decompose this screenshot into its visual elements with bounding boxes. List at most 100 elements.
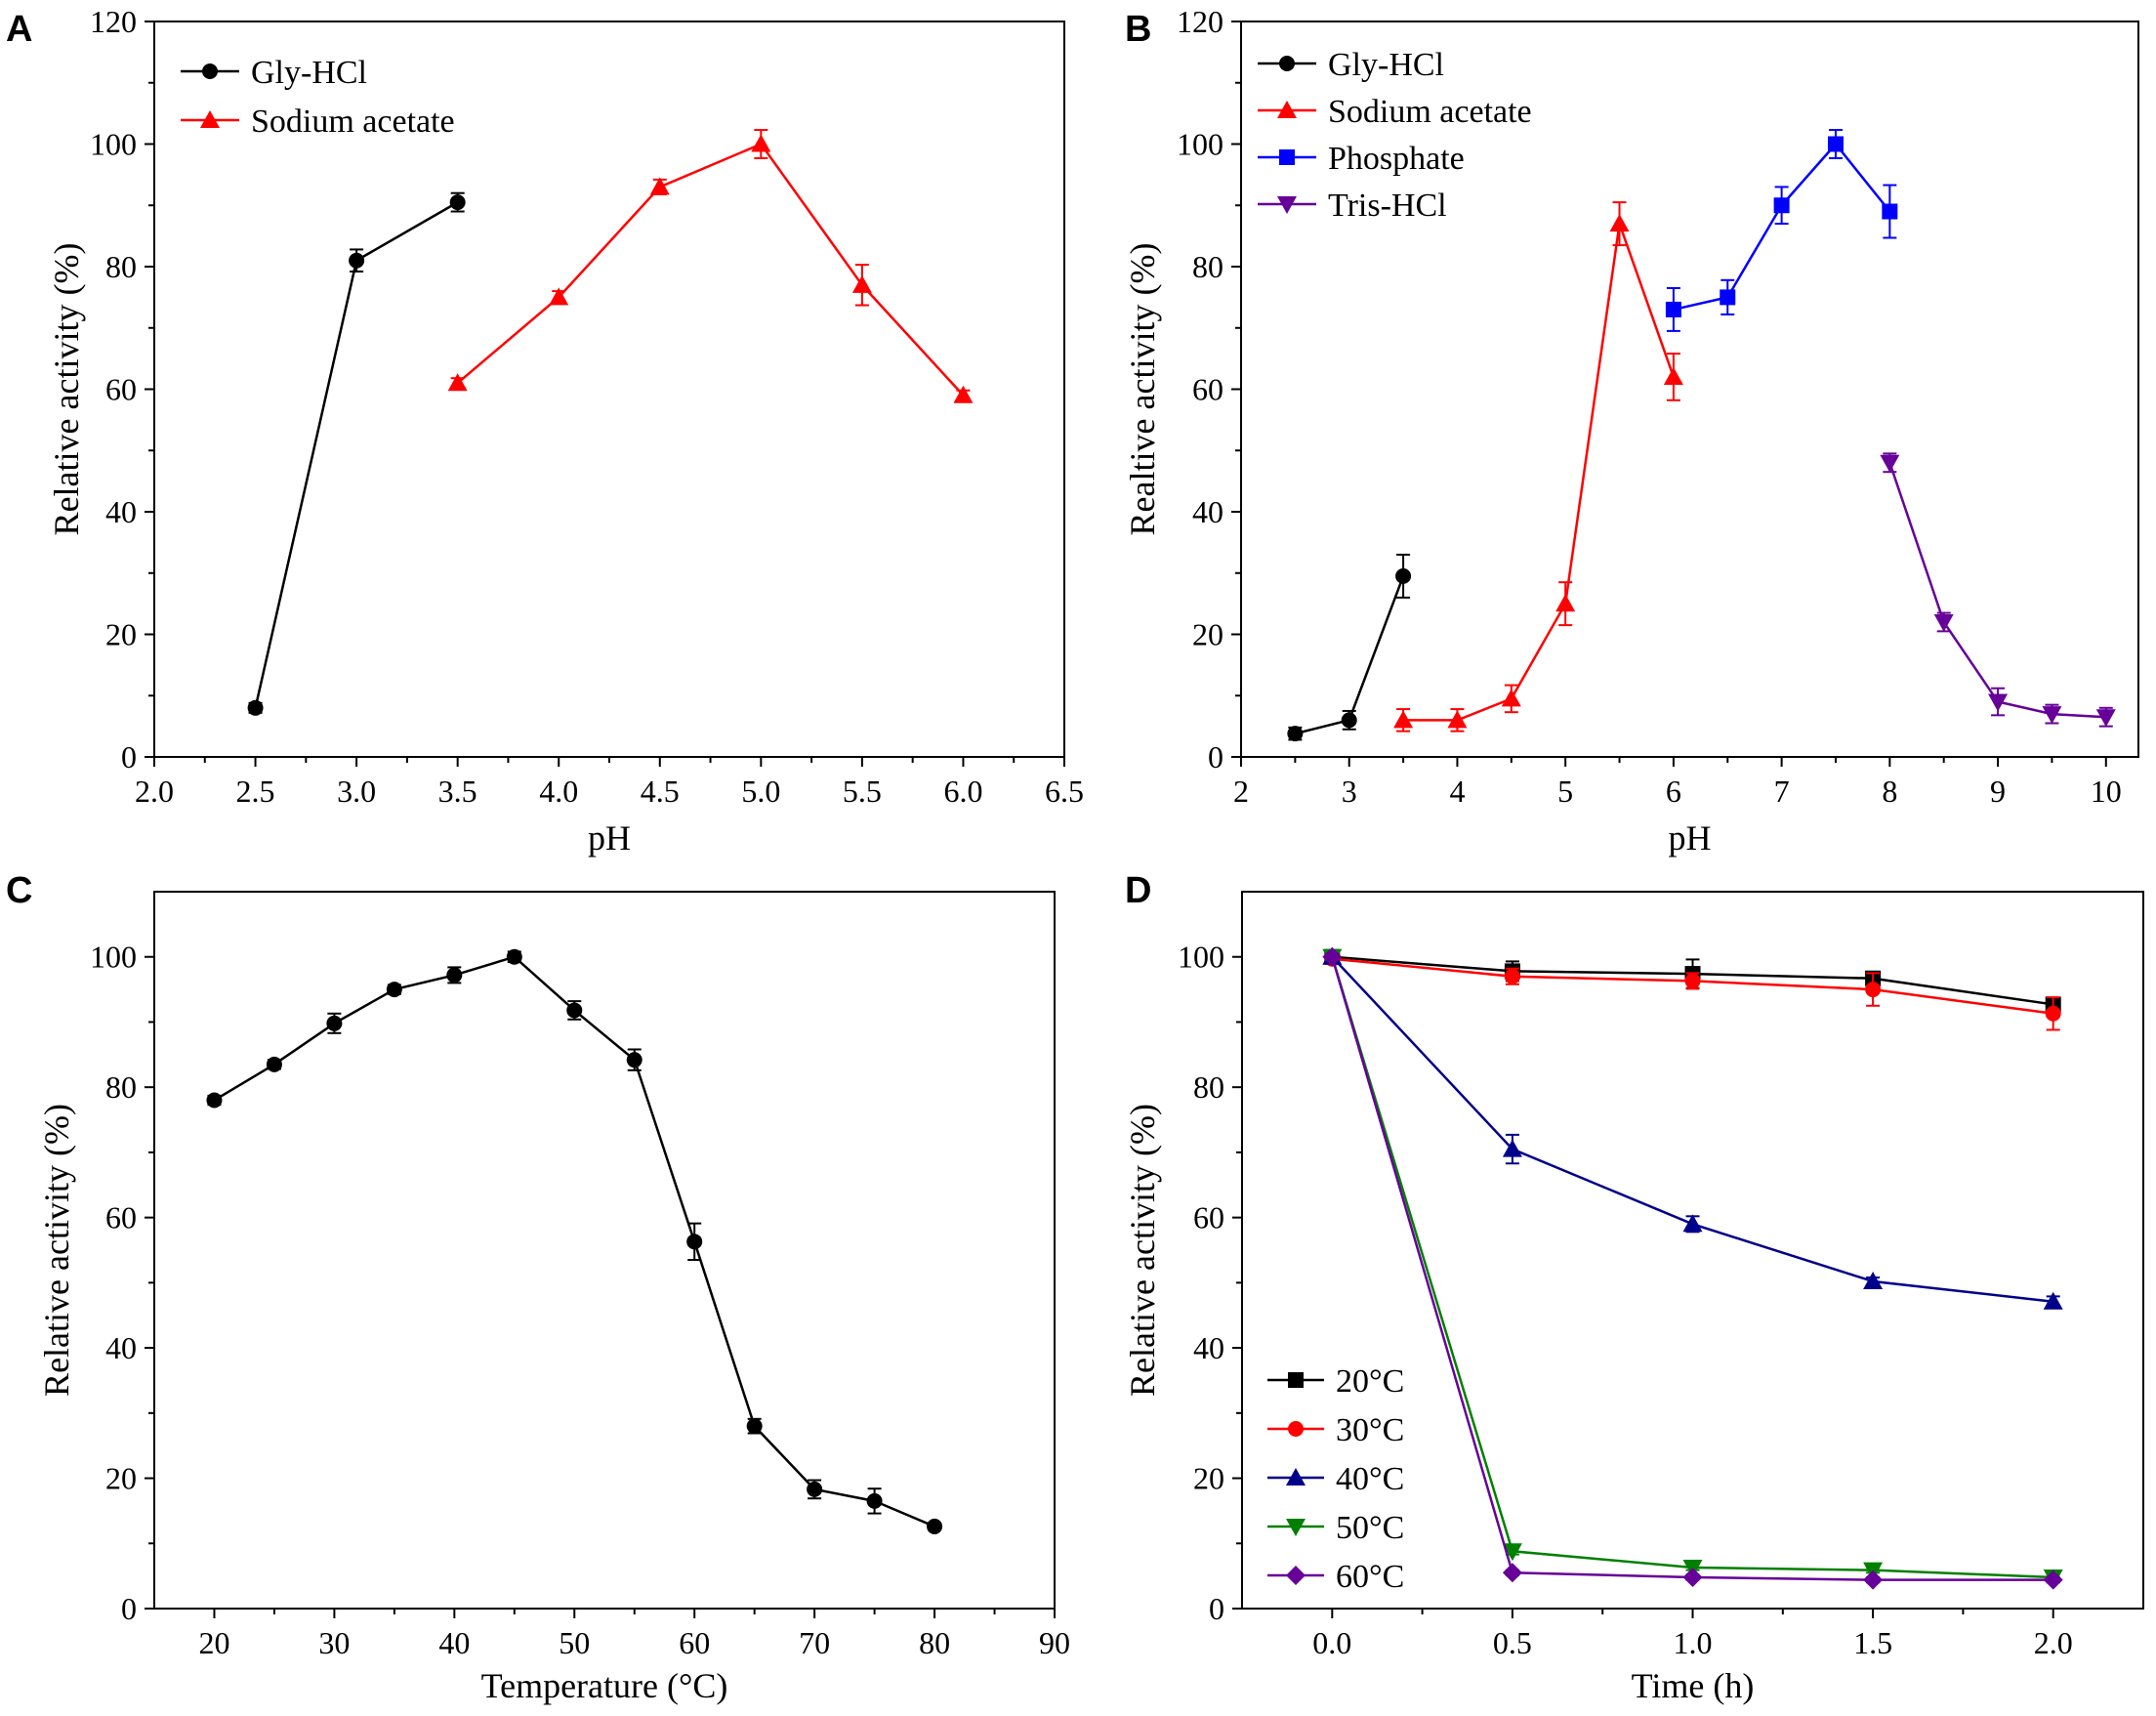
legend: Gly-HCl Sodium acetate <box>181 55 455 140</box>
x-tick-label: 1.0 <box>1674 1625 1713 1660</box>
data-point <box>386 982 402 998</box>
legend-entry: 20°C <box>1267 1363 1404 1400</box>
legend: 20°C 30°C 40°C 50°C 60°C <box>1267 1363 1404 1595</box>
data-point <box>1287 726 1304 742</box>
y-axis-title: Relative activity (%) <box>47 243 86 536</box>
x-tick-label: 5 <box>1557 774 1573 809</box>
data-point <box>349 252 365 269</box>
series-line <box>1403 223 1676 722</box>
data-point <box>1502 1139 1522 1157</box>
series-sodium-acetate <box>447 129 974 403</box>
data-point <box>1933 613 1954 632</box>
x-tick-label: 9 <box>1990 774 2006 809</box>
panel-letter-b: B <box>1125 9 1151 50</box>
series-50-c <box>1322 948 2063 1587</box>
data-point <box>1682 1567 1703 1587</box>
y-axis-title: Relative activity (%) <box>1123 1104 1162 1397</box>
x-tick-label: 70 <box>799 1625 830 1660</box>
x-tick-label: 4.5 <box>641 774 680 809</box>
legend-label: 50°C <box>1336 1510 1404 1546</box>
legend-label: 60°C <box>1336 1559 1404 1595</box>
y-tick-label: 120 <box>1177 4 1223 39</box>
y-tick-label: 80 <box>105 249 137 284</box>
series-line <box>456 142 965 397</box>
y-axis-title: Realtive activity (%) <box>1123 243 1162 536</box>
data-point <box>1684 973 1701 989</box>
x-tick-label: 40 <box>438 1625 470 1660</box>
data-point <box>1665 301 1681 317</box>
data-point <box>449 194 466 211</box>
series-line <box>1331 956 2053 1579</box>
y-tick-label: 60 <box>105 1200 137 1235</box>
legend-marker <box>1288 1372 1304 1388</box>
panel-c-chart: 20 30 40 50 60 70 80 90 0 20 40 60 80 100 Temperature … <box>37 891 1070 1705</box>
legend-label: Sodium acetate <box>251 104 455 140</box>
x-tick-label: 30 <box>318 1625 350 1660</box>
data-point <box>2043 1570 2063 1590</box>
data-point <box>649 177 670 195</box>
legend-label: 30°C <box>1336 1412 1404 1448</box>
y-tick-label: 0 <box>121 739 137 774</box>
x-axis-title: Time (h) <box>1632 1666 1755 1705</box>
data-point <box>1863 1272 1884 1290</box>
y-tick-label: 100 <box>1178 940 1224 975</box>
series-40-c <box>1322 946 2063 1310</box>
x-tick-label: 5.0 <box>741 774 780 809</box>
data-point <box>686 1234 703 1250</box>
legend-entry: Phosphate <box>1258 141 1465 177</box>
data-point <box>1502 1563 1522 1583</box>
legend-entry: 30°C <box>1267 1412 1404 1448</box>
data-point <box>566 1002 583 1019</box>
panel-letter-d: D <box>1125 870 1151 911</box>
x-tick-label: 0.0 <box>1312 1625 1351 1660</box>
x-tick-label: 3 <box>1342 774 1357 809</box>
panel-a-chart: 2.0 2.5 3.0 3.5 4.0 4.5 5.0 5.5 6.0 6.5 0 20 40 60 80 1… <box>47 4 1084 858</box>
y-tick-label: 20 <box>105 617 137 652</box>
data-point <box>2042 706 2062 725</box>
data-point <box>746 1418 763 1435</box>
data-point <box>1720 289 1736 306</box>
data-point <box>1447 710 1468 729</box>
series-line <box>213 955 935 1528</box>
data-point <box>1504 968 1520 984</box>
x-tick-label: 0.5 <box>1493 1625 1532 1660</box>
x-tick-label: 1.5 <box>1853 1625 1892 1660</box>
series-tris-hcl <box>1880 452 2116 728</box>
legend-label: 20°C <box>1336 1363 1404 1400</box>
x-tick-label: 8 <box>1882 774 1897 809</box>
data-point <box>1882 203 1898 220</box>
x-tick-label: 2 <box>1233 774 1249 809</box>
data-point <box>807 1481 823 1497</box>
legend-marker <box>202 63 218 79</box>
data-point <box>1663 366 1683 385</box>
y-tick-label: 40 <box>1192 494 1223 529</box>
data-point <box>549 287 569 306</box>
legend-marker <box>1286 1468 1306 1486</box>
data-point <box>446 967 463 984</box>
data-point <box>206 1092 223 1109</box>
data-point <box>447 373 468 392</box>
data-point <box>1322 946 1343 967</box>
legend-marker <box>1277 101 1297 118</box>
x-tick-label: 20 <box>198 1625 229 1660</box>
data-point <box>1395 567 1412 584</box>
x-tick-label: 2.0 <box>135 774 174 809</box>
series-line <box>1331 955 2053 1303</box>
x-tick-label: 80 <box>919 1625 950 1660</box>
legend-marker <box>1286 1519 1306 1536</box>
data-point <box>626 1052 643 1068</box>
x-tick-label: 5.5 <box>843 774 882 809</box>
data-point <box>851 274 872 293</box>
panel-letter-c: C <box>6 870 32 911</box>
data-point <box>1501 689 1521 707</box>
data-point <box>2043 1291 2063 1310</box>
series-line <box>1673 142 1891 312</box>
series-gly-hcl <box>247 191 466 716</box>
data-point <box>1827 136 1844 152</box>
data-point <box>2045 1005 2061 1022</box>
data-point <box>1880 454 1900 473</box>
x-tick-label: 10 <box>2091 774 2122 809</box>
legend-entry: Sodium acetate <box>181 104 455 140</box>
y-tick-label: 80 <box>105 1069 137 1105</box>
